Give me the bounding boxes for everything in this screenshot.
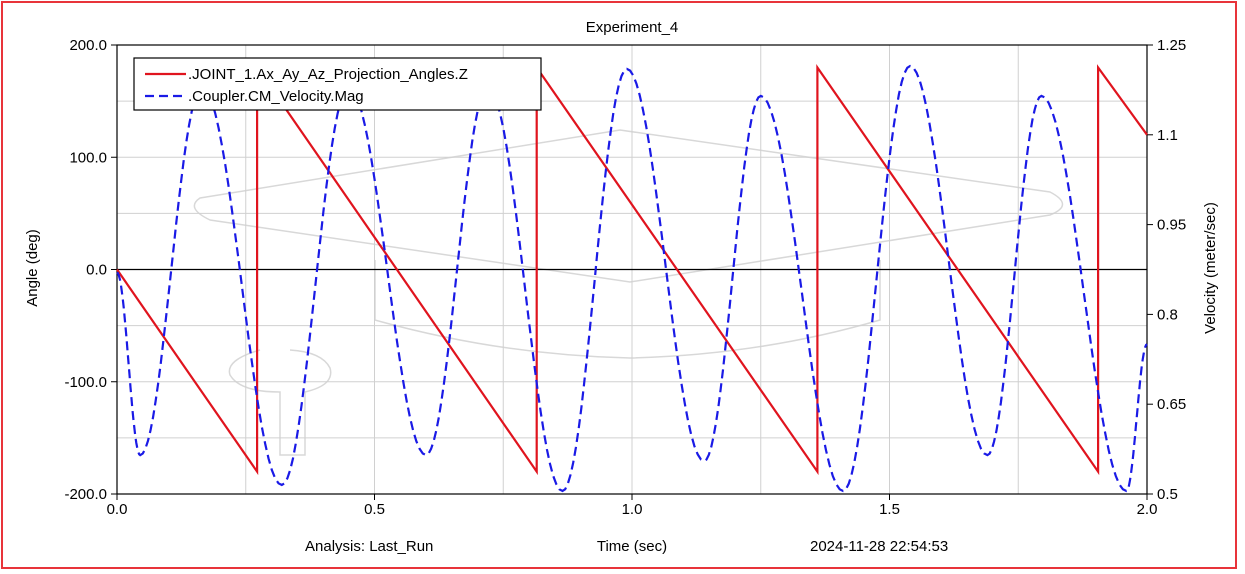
x-tick-label: 0.5 — [364, 501, 385, 518]
x-tick-label: 1.5 — [879, 501, 900, 518]
y2-tick-label: 0.95 — [1157, 217, 1186, 234]
series-1-line — [116, 63, 1148, 476]
x-tick-label: 2.0 — [1137, 501, 1158, 518]
y2-tick-label: 1.25 — [1157, 37, 1186, 54]
background-watermark — [193, 129, 1064, 456]
y-axis-label: Angle (deg) — [24, 229, 41, 307]
series-2-line — [116, 64, 1148, 493]
chart-title: Experiment_4 — [586, 19, 679, 36]
timestamp-label: 2024-11-28 22:54:53 — [810, 538, 948, 555]
y2-tick-label: 0.65 — [1157, 396, 1186, 413]
watermark-shape-bottom — [374, 260, 881, 359]
y-tick-label: 200.0 — [69, 37, 107, 54]
chart-legend: .JOINT_1.Ax_Ay_Az_Projection_Angles.Z .C… — [133, 57, 542, 111]
chart-labels: 0.0 0.5 1.0 1.5 2.0 200.0 100.0 0.0 -100.0 -200.0… — [64, 37, 1186, 518]
y-tick-label: 100.0 — [69, 149, 107, 166]
analysis-label: Analysis: Last_Run — [305, 538, 433, 555]
y-tick-label: -100.0 — [64, 374, 107, 391]
legend-label-series-1: .JOINT_1.Ax_Ay_Az_Projection_Angles.Z — [188, 66, 468, 83]
legend-box — [133, 57, 542, 111]
legend-label-series-2: .Coupler.CM_Velocity.Mag — [188, 88, 364, 105]
y2-tick-label: 0.5 — [1157, 486, 1178, 503]
x-tick-label: 1.0 — [622, 501, 643, 518]
x-tick-label: 0.0 — [107, 501, 128, 518]
watermark-shape-top — [193, 129, 1064, 283]
y2-tick-label: 1.1 — [1157, 127, 1178, 144]
y2-tick-label: 0.8 — [1157, 306, 1178, 323]
watermark-shape-left — [228, 349, 332, 456]
y-tick-label: -200.0 — [64, 486, 107, 503]
y-tick-label: 0.0 — [86, 262, 107, 279]
x-axis-label: Time (sec) — [597, 538, 667, 555]
y2-axis-label: Velocity (meter/sec) — [1202, 202, 1219, 334]
